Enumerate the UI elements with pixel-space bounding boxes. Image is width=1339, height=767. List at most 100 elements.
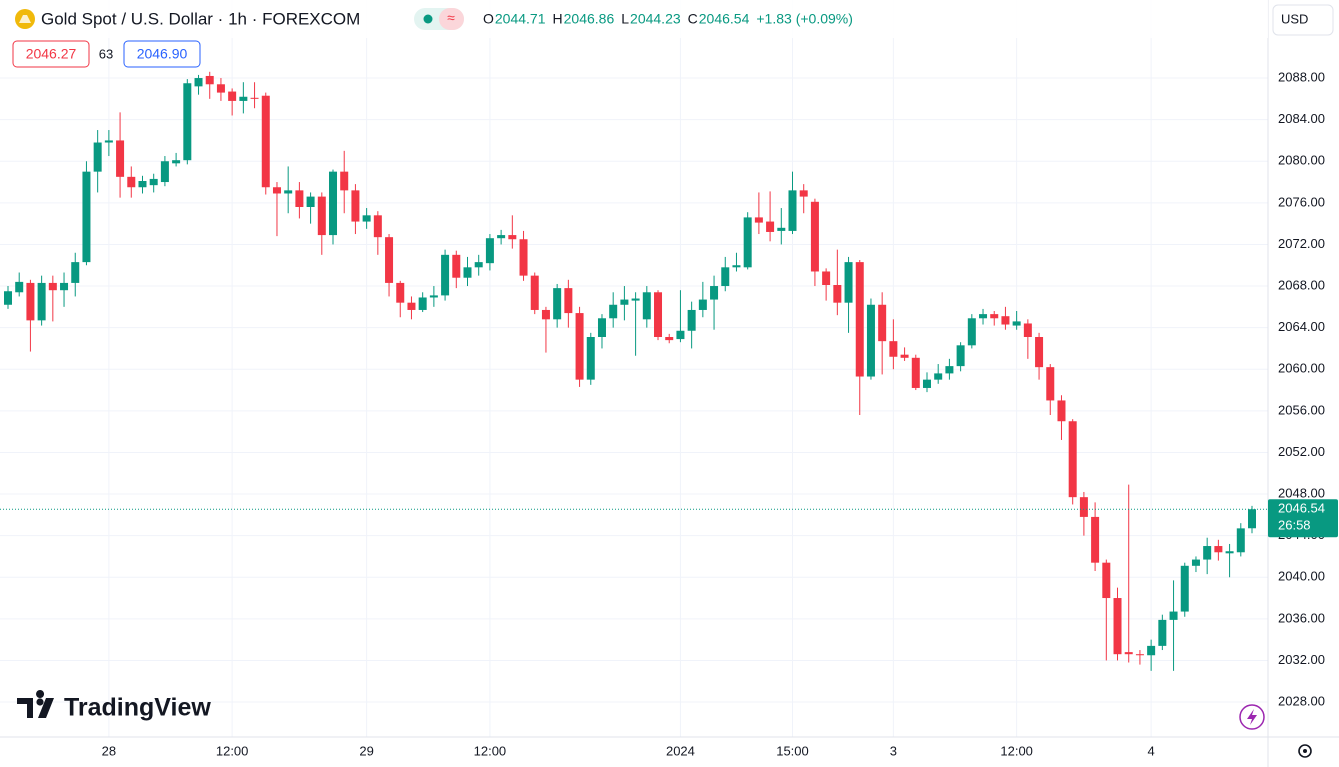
- candle-body: [1079, 497, 1088, 517]
- candle-body: [205, 75, 214, 85]
- delayed-icon: ≈: [447, 10, 455, 26]
- candle-body: [620, 299, 629, 305]
- candle-body: [1191, 559, 1200, 566]
- candle-body: [665, 337, 674, 341]
- candle-body: [463, 267, 472, 278]
- candle-body: [1124, 652, 1133, 655]
- y-tick-label: 2036.00: [1278, 610, 1325, 625]
- candle-body: [1012, 321, 1021, 326]
- y-tick-label: 2088.00: [1278, 69, 1325, 84]
- candle-body: [295, 190, 304, 207]
- candle-body: [698, 299, 707, 310]
- candle-body: [564, 288, 573, 314]
- candle-body: [183, 83, 192, 161]
- bid-box[interactable]: [12, 40, 90, 68]
- quote-label: H: [553, 11, 563, 27]
- candle-body: [194, 78, 203, 87]
- candle-body: [1248, 509, 1256, 529]
- candle-body: [485, 238, 494, 264]
- x-tick-label: 29: [359, 743, 373, 758]
- candle-body: [732, 265, 741, 268]
- candle-body: [71, 262, 80, 283]
- currency-label: USD: [1281, 11, 1308, 26]
- symbol-title[interactable]: Gold Spot / U.S. Dollar · 1h · FOREXCOM: [41, 9, 360, 28]
- ask-box[interactable]: [123, 40, 201, 68]
- brand-logo: [17, 690, 54, 718]
- brand-logo-dot: [36, 698, 44, 706]
- candle-body: [1001, 316, 1010, 325]
- candle-body: [216, 84, 225, 93]
- header-bg: [0, 0, 1268, 38]
- candle-body: [37, 282, 46, 321]
- candle-body: [104, 140, 113, 143]
- candle-body: [922, 379, 931, 388]
- y-tick-label: 2076.00: [1278, 194, 1325, 209]
- status-pill-red: [439, 8, 464, 30]
- alert-icon: [1247, 709, 1257, 725]
- candle-body: [979, 314, 988, 319]
- candle-body: [1057, 400, 1066, 422]
- candle-body: [687, 309, 696, 331]
- candle-body: [239, 96, 248, 101]
- candle-body: [373, 215, 382, 238]
- x-tick-label: 28: [102, 743, 116, 758]
- candle-body: [586, 337, 595, 380]
- x-tick-label: 12:00: [216, 743, 249, 758]
- quote-label: O: [483, 11, 494, 27]
- candle-body: [385, 237, 394, 283]
- candle-body: [497, 235, 506, 239]
- settings-button[interactable]: [1298, 744, 1312, 758]
- candle-body: [530, 275, 539, 310]
- candle-body: [788, 190, 797, 231]
- candle-body: [272, 187, 281, 194]
- candle-body: [306, 196, 315, 207]
- y-tick-label: 2040.00: [1278, 569, 1325, 584]
- y-tick-label: 2028.00: [1278, 693, 1325, 708]
- y-tick-label: 2052.00: [1278, 444, 1325, 459]
- candle-body: [1180, 565, 1189, 612]
- candle-body: [911, 357, 920, 388]
- candle-body: [990, 314, 999, 319]
- quote-value: 2046.86: [564, 11, 615, 27]
- quote-value: 2046.54: [699, 11, 750, 27]
- candle-body: [810, 201, 819, 272]
- candle-body: [777, 227, 786, 231]
- x-tick-label: 2024: [666, 743, 695, 758]
- currency-button[interactable]: [1272, 4, 1334, 36]
- candle-body: [127, 176, 136, 188]
- candle-body: [710, 286, 719, 300]
- candle-body: [48, 282, 57, 291]
- candle-body: [284, 190, 293, 194]
- candle-body: [721, 267, 730, 287]
- candle-body: [261, 95, 270, 188]
- candle-body: [519, 239, 528, 276]
- candle-body: [116, 140, 125, 177]
- candle-body: [441, 254, 450, 296]
- x-tick-label: 4: [1148, 743, 1155, 758]
- y-tick-label: 2084.00: [1278, 111, 1325, 126]
- candle-body: [642, 292, 651, 320]
- y-tick-label: 2060.00: [1278, 361, 1325, 376]
- candle-body: [945, 366, 954, 374]
- candle-body: [429, 295, 438, 298]
- candles: [0, 71, 1268, 671]
- symbol-icon-mark: [19, 15, 31, 23]
- candle-body: [1135, 654, 1144, 656]
- candle-body: [1113, 598, 1122, 655]
- candle-body: [609, 304, 618, 319]
- candle-body: [60, 282, 69, 291]
- y-tick-label: 2056.00: [1278, 402, 1325, 417]
- candle-body: [553, 288, 562, 320]
- candle-body: [956, 345, 965, 367]
- candle-body: [878, 304, 887, 342]
- candle-body: [743, 217, 752, 268]
- candle-body: [766, 221, 775, 232]
- last-price-box: [1268, 499, 1338, 538]
- quote: O 2044.71 H 2046.86 L 2044.23 C 2046.54 +1.83 (+…: [483, 11, 853, 27]
- candle-body: [1046, 367, 1055, 401]
- x-axis: 28 12:00 29 12:00 2024 15:00 3 12:00 4: [102, 743, 1155, 758]
- candle-body: [340, 171, 349, 191]
- candle-body: [26, 282, 35, 321]
